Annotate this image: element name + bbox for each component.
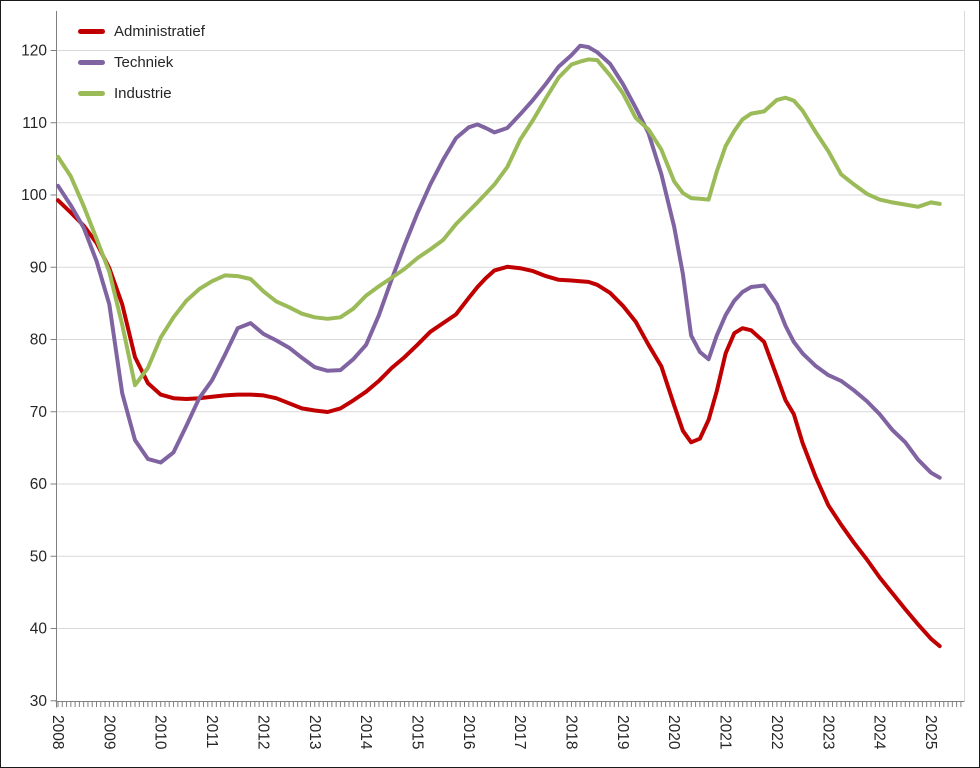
x-tick-label-2018: 2018 (563, 715, 580, 749)
y-tick-label-90: 90 (30, 259, 48, 276)
y-tick-label-120: 120 (21, 43, 47, 60)
legend-label-administratief: Administratief (114, 22, 205, 40)
x-tick-label-2019: 2019 (614, 715, 631, 749)
x-tick-label-2024: 2024 (871, 715, 888, 750)
x-minor-ticks (57, 701, 962, 707)
series-line-administratief (56, 198, 942, 649)
legend-swatch-administratief-icon (78, 28, 105, 34)
x-tick-label-2010: 2010 (152, 715, 169, 750)
x-tick-label-2021: 2021 (717, 715, 734, 749)
y-tick-label-100: 100 (21, 187, 47, 204)
x-tick-label-2022: 2022 (768, 715, 785, 749)
gridlines (57, 50, 965, 629)
y-tick-label-70: 70 (30, 404, 48, 421)
x-tick-label-2012: 2012 (254, 715, 271, 749)
x-tick-label-2009: 2009 (100, 715, 117, 749)
chart-legend: Administratief Techniek Industrie (78, 20, 205, 113)
y-tick-label-40: 40 (30, 621, 48, 638)
x-tick-label-2016: 2016 (460, 715, 477, 749)
y-tick-label-30: 30 (30, 693, 48, 710)
x-tick-label-2020: 2020 (665, 715, 682, 750)
y-tick-label-60: 60 (30, 476, 48, 493)
legend-swatch-industrie-icon (78, 90, 105, 96)
series-line-industrie (56, 57, 942, 388)
x-tick-label-2011: 2011 (203, 715, 220, 748)
series-line-techniek (56, 43, 942, 480)
x-tick-label-2014: 2014 (357, 715, 374, 750)
x-tick-label-2025: 2025 (922, 715, 939, 749)
legend-item-industrie: Industrie (78, 82, 205, 104)
legend-swatch-techniek-icon (78, 59, 105, 65)
x-tick-label-2013: 2013 (306, 715, 323, 749)
y-tick-label-80: 80 (30, 332, 48, 349)
series-group (56, 43, 942, 649)
legend-label-industrie: Industrie (114, 84, 172, 102)
x-tick-label-2017: 2017 (511, 715, 528, 749)
legend-label-techniek: Techniek (114, 53, 174, 71)
legend-item-administratief: Administratief (78, 20, 205, 42)
axes (50, 11, 965, 708)
legend-item-techniek: Techniek (78, 51, 205, 73)
x-tick-label-2008: 2008 (49, 715, 66, 749)
x-tick-label-2023: 2023 (819, 715, 836, 749)
y-tick-label-50: 50 (30, 548, 48, 565)
y-tick-label-110: 110 (22, 115, 47, 132)
x-tick-label-2015: 2015 (408, 715, 425, 749)
